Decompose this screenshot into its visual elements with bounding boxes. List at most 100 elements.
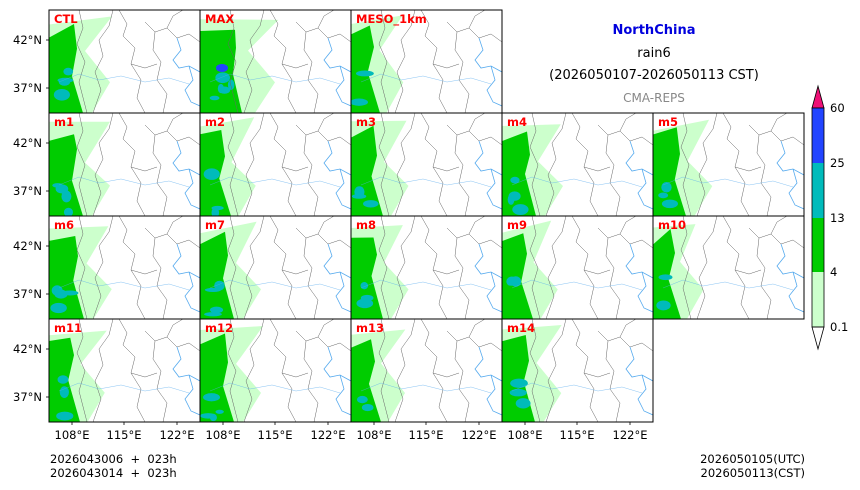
province-border (432, 269, 460, 275)
rain-cell-heavy (354, 186, 365, 198)
ensemble-panel-MESO_1km: MESO_1km (350, 9, 503, 114)
province-border (680, 216, 692, 319)
ensemble-panel-m13: m13 (350, 318, 503, 423)
latitude-tick-label: 37°N (13, 81, 42, 95)
longitude-tick-label: 122°E (613, 428, 648, 442)
province-border (281, 269, 309, 275)
rain-cell-heavy (656, 300, 671, 311)
rain-cell-heavy (506, 276, 518, 286)
province-border (76, 319, 88, 422)
province-border (770, 216, 788, 235)
province-border (92, 10, 114, 113)
province-border (118, 113, 146, 216)
province-border (243, 319, 265, 422)
province-border (454, 134, 470, 216)
panel-label: m7 (205, 218, 225, 232)
coastline (776, 140, 804, 210)
province-border (734, 166, 762, 172)
rain-cell-heavy (227, 79, 235, 91)
rain-cell-heavy (510, 176, 520, 184)
panel-label: m10 (658, 218, 686, 232)
province-border (545, 216, 567, 319)
latitude-axis: 42°N 37°N 42°N 37°N 42°N 37°N 42°N 37°N (13, 33, 42, 404)
province-border (118, 216, 146, 319)
province-border (619, 216, 637, 235)
rain-area-moderate (200, 231, 234, 319)
ensemble-panel-m6: m6 (46, 215, 201, 320)
longitude-tick-label: 108°E (357, 428, 392, 442)
rain-cell-heavy (203, 168, 220, 180)
province-border (378, 10, 390, 113)
colorbar-level-0.1: 0.1 (830, 320, 848, 334)
rain-area-moderate (653, 229, 681, 319)
province-border (317, 113, 335, 132)
latitude-tick-label: 37°N (13, 287, 42, 301)
province-border (227, 113, 239, 216)
province-border (605, 340, 621, 422)
title-region: NorthChina (613, 23, 696, 38)
province-border (118, 10, 146, 113)
province-border (454, 340, 470, 422)
rain-cell-heavy (658, 274, 673, 281)
rain-cell-heavy (61, 190, 72, 203)
province-border (269, 216, 297, 319)
panel-label: MESO_1km (356, 12, 427, 27)
province-border (295, 330, 351, 352)
latitude-tick-label: 37°N (13, 390, 42, 404)
province-border (468, 319, 486, 338)
latitude-tick-label: 42°N (13, 239, 42, 253)
rain-area-moderate (351, 25, 380, 113)
panel-label: m4 (507, 115, 527, 129)
river (360, 73, 492, 85)
longitude-tick-label: 122°E (160, 428, 195, 442)
province-border (468, 216, 486, 235)
colorbar-bin-25-60 (812, 108, 824, 163)
init-time-line-1: 2026043006 + 023h (50, 452, 177, 466)
panel-label: m1 (54, 115, 74, 129)
longitude-tick-label: 122°E (462, 428, 497, 442)
province-border (378, 216, 390, 319)
province-border (152, 340, 168, 422)
river (360, 279, 492, 291)
ensemble-panel-CTL: CTL (46, 9, 201, 114)
province-border (281, 63, 309, 69)
river (662, 279, 794, 291)
province-border (446, 227, 502, 249)
rain-cell-heavy (211, 205, 224, 211)
province-border (130, 372, 158, 378)
ensemble-panel-m3: m3 (350, 112, 503, 217)
rain-cell-heavy (203, 393, 220, 402)
coastline (625, 243, 653, 313)
river (209, 176, 341, 188)
longitude-tick-label: 115°E (107, 428, 142, 442)
title-variable: rain6 (637, 46, 670, 61)
coastline (323, 140, 351, 210)
colorbar-level-60: 60 (830, 101, 845, 115)
province-border (446, 21, 502, 43)
coastline (474, 346, 502, 416)
panel-label: m6 (54, 218, 74, 232)
valid-time-utc: 2026050105(UTC) (700, 452, 805, 466)
coastline (474, 37, 502, 107)
longitude-tick-label: 108°E (55, 428, 90, 442)
province-border (76, 113, 88, 216)
ensemble-panel-m2: m2 (199, 112, 352, 217)
rain-area-moderate (502, 233, 533, 319)
river (360, 176, 492, 188)
river (209, 279, 341, 291)
province-border (432, 63, 460, 69)
province-border (529, 216, 541, 319)
province-border (468, 10, 486, 29)
province-border (571, 319, 599, 422)
province-border (152, 237, 168, 319)
rain-cell-heavy (356, 395, 368, 404)
panel-label: m12 (205, 321, 233, 335)
province-border (583, 372, 611, 378)
panel-label: CTL (54, 12, 78, 26)
valid-time-cst: 2026050113(CST) (701, 466, 806, 480)
province-border (529, 113, 541, 216)
rain-cell-heavy (53, 88, 70, 101)
ensemble-panel-m8: m8 (350, 215, 503, 320)
province-border (281, 372, 309, 378)
